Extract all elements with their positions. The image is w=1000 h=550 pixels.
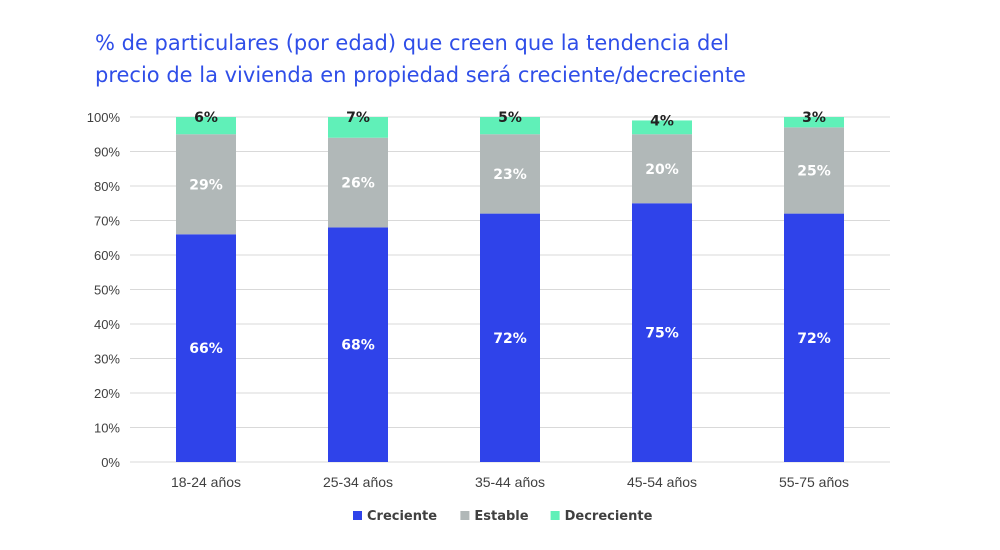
bar-segment-estable xyxy=(176,134,236,235)
data-label: 4% xyxy=(650,113,674,129)
y-tick-label: 90% xyxy=(94,145,120,160)
data-label: 26% xyxy=(341,176,375,192)
data-label: 23% xyxy=(493,167,527,183)
chart-title-line-2: precio de la vivienda en propiedad será … xyxy=(95,63,746,87)
y-tick-label: 80% xyxy=(94,179,120,194)
x-tick-label: 45-54 años xyxy=(627,474,697,490)
data-label: 68% xyxy=(341,338,375,354)
bar-segment-creciente xyxy=(632,203,692,462)
legend-label-estable: Estable xyxy=(474,509,528,524)
y-tick-label: 50% xyxy=(94,283,120,298)
bar-segment-decreciente xyxy=(176,117,236,135)
bar-segment-creciente xyxy=(784,213,844,462)
bar-segment-creciente xyxy=(328,227,388,462)
chart-title-line-1: % de particulares (por edad) que creen q… xyxy=(95,31,729,55)
bar-segment-estable xyxy=(328,137,388,228)
y-tick-label: 30% xyxy=(94,352,120,367)
bar-segment-estable xyxy=(632,134,692,204)
x-tick-label: 35-44 años xyxy=(475,474,545,490)
y-tick-label: 60% xyxy=(94,248,120,263)
data-label: 20% xyxy=(645,162,679,178)
bar-segment-estable xyxy=(784,127,844,214)
x-tick-label: 25-34 años xyxy=(323,474,393,490)
x-tick-label: 18-24 años xyxy=(171,474,241,490)
y-tick-label: 40% xyxy=(94,317,120,332)
legend-label-creciente: Creciente xyxy=(367,509,437,524)
legend-label-decreciente: Decreciente xyxy=(565,509,653,524)
bar-segment-creciente xyxy=(176,234,236,462)
data-label: 72% xyxy=(797,331,831,347)
data-label: 7% xyxy=(346,110,370,126)
data-label: 75% xyxy=(645,326,679,342)
bar-segment-decreciente xyxy=(480,117,540,135)
y-tick-label: 20% xyxy=(94,386,120,401)
data-label: 25% xyxy=(797,163,831,179)
data-label: 29% xyxy=(189,177,223,193)
data-label: 5% xyxy=(498,110,522,126)
y-axis: 0% 10% 20% 30% 40% 50% 60% 70% 80% 90% 100% xyxy=(87,110,121,470)
data-label: 6% xyxy=(194,110,218,126)
legend-swatch-creciente xyxy=(353,511,362,520)
data-label: 3% xyxy=(802,110,826,126)
bar-segment-decreciente xyxy=(632,120,692,135)
legend-swatch-estable xyxy=(460,511,470,520)
x-axis: 18-24 años 25-34 años 35-44 años 45-54 años… xyxy=(171,474,849,490)
data-label: 72% xyxy=(493,331,527,347)
data-label: 66% xyxy=(189,341,223,357)
bar-segment-decreciente xyxy=(328,117,388,138)
bars: 66% 29% 6% 68% 26% 7% 72% 23% 5% 75% 20% 4% 72% 25% 3% xyxy=(176,110,844,462)
y-tick-label: 10% xyxy=(94,421,120,436)
bar-segment-decreciente xyxy=(784,117,844,128)
legend: Creciente Estable Decreciente xyxy=(353,509,653,524)
bar-segment-estable xyxy=(480,134,540,214)
y-tick-label: 70% xyxy=(94,214,120,229)
legend-swatch-decreciente xyxy=(550,511,560,520)
bar-segment-creciente xyxy=(480,213,540,462)
x-tick-label: 55-75 años xyxy=(779,474,849,490)
y-tick-label: 0% xyxy=(101,455,120,470)
y-tick-label: 100% xyxy=(87,110,121,125)
